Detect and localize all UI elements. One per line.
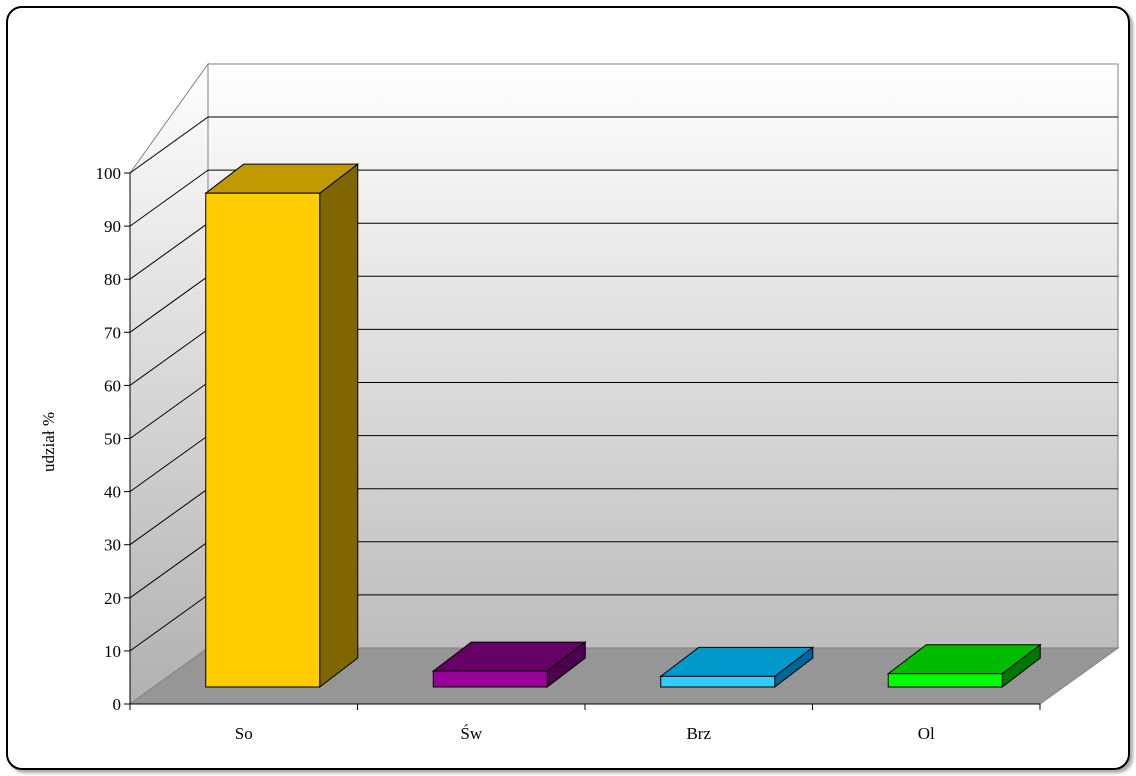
- y-tick-label: 30: [104, 536, 121, 555]
- gridline-side: [129, 382, 209, 439]
- back-wall: [207, 63, 1119, 649]
- bar-brz: [659, 646, 815, 689]
- y-tick-label: 100: [96, 164, 122, 183]
- bar-so: [204, 163, 360, 689]
- chart-walls: [128, 62, 1120, 705]
- y-axis-label: udział %: [39, 412, 58, 472]
- gridline-side: [129, 116, 209, 174]
- bars: [204, 163, 1042, 689]
- bar-side: [319, 163, 359, 689]
- gridline-side: [129, 275, 209, 333]
- y-tick-label: 80: [104, 270, 121, 289]
- y-tick-label: 70: [104, 323, 121, 342]
- side-wall: [129, 62, 209, 705]
- y-tick-label: 60: [104, 376, 121, 395]
- x-tick-label: Ol: [918, 724, 935, 743]
- gridline-side: [129, 594, 209, 652]
- bar-front: [205, 192, 321, 688]
- y-tick-label: 10: [104, 642, 121, 661]
- y-tick-label: 40: [104, 483, 121, 502]
- x-tick-label: Brz: [686, 724, 711, 743]
- bar-front: [887, 673, 1003, 688]
- axes: [124, 172, 1041, 710]
- y-tick-label: 0: [113, 695, 122, 714]
- gridline-side: [129, 169, 209, 227]
- x-tick-labels: So Św Brz Ol: [235, 724, 935, 743]
- gridline-side: [129, 435, 209, 493]
- x-tick-label: So: [235, 724, 253, 743]
- y-tick-label: 20: [104, 589, 121, 608]
- gridline-side: [129, 222, 209, 280]
- y-tick-labels: 0 10 20 30 40 50 60 70 80 90 100: [96, 164, 122, 714]
- gridlines: [129, 116, 1118, 652]
- gridline-side: [129, 488, 209, 546]
- gridline-side: [129, 541, 209, 599]
- bar-front: [432, 670, 548, 688]
- bar-ol: [886, 643, 1042, 689]
- bar-św: [431, 641, 587, 689]
- bar-front: [660, 675, 776, 688]
- y-tick-label: 90: [104, 217, 121, 236]
- y-tick-label: 50: [104, 430, 121, 449]
- gridline-side: [129, 328, 209, 386]
- x-tick-label: Św: [460, 724, 482, 743]
